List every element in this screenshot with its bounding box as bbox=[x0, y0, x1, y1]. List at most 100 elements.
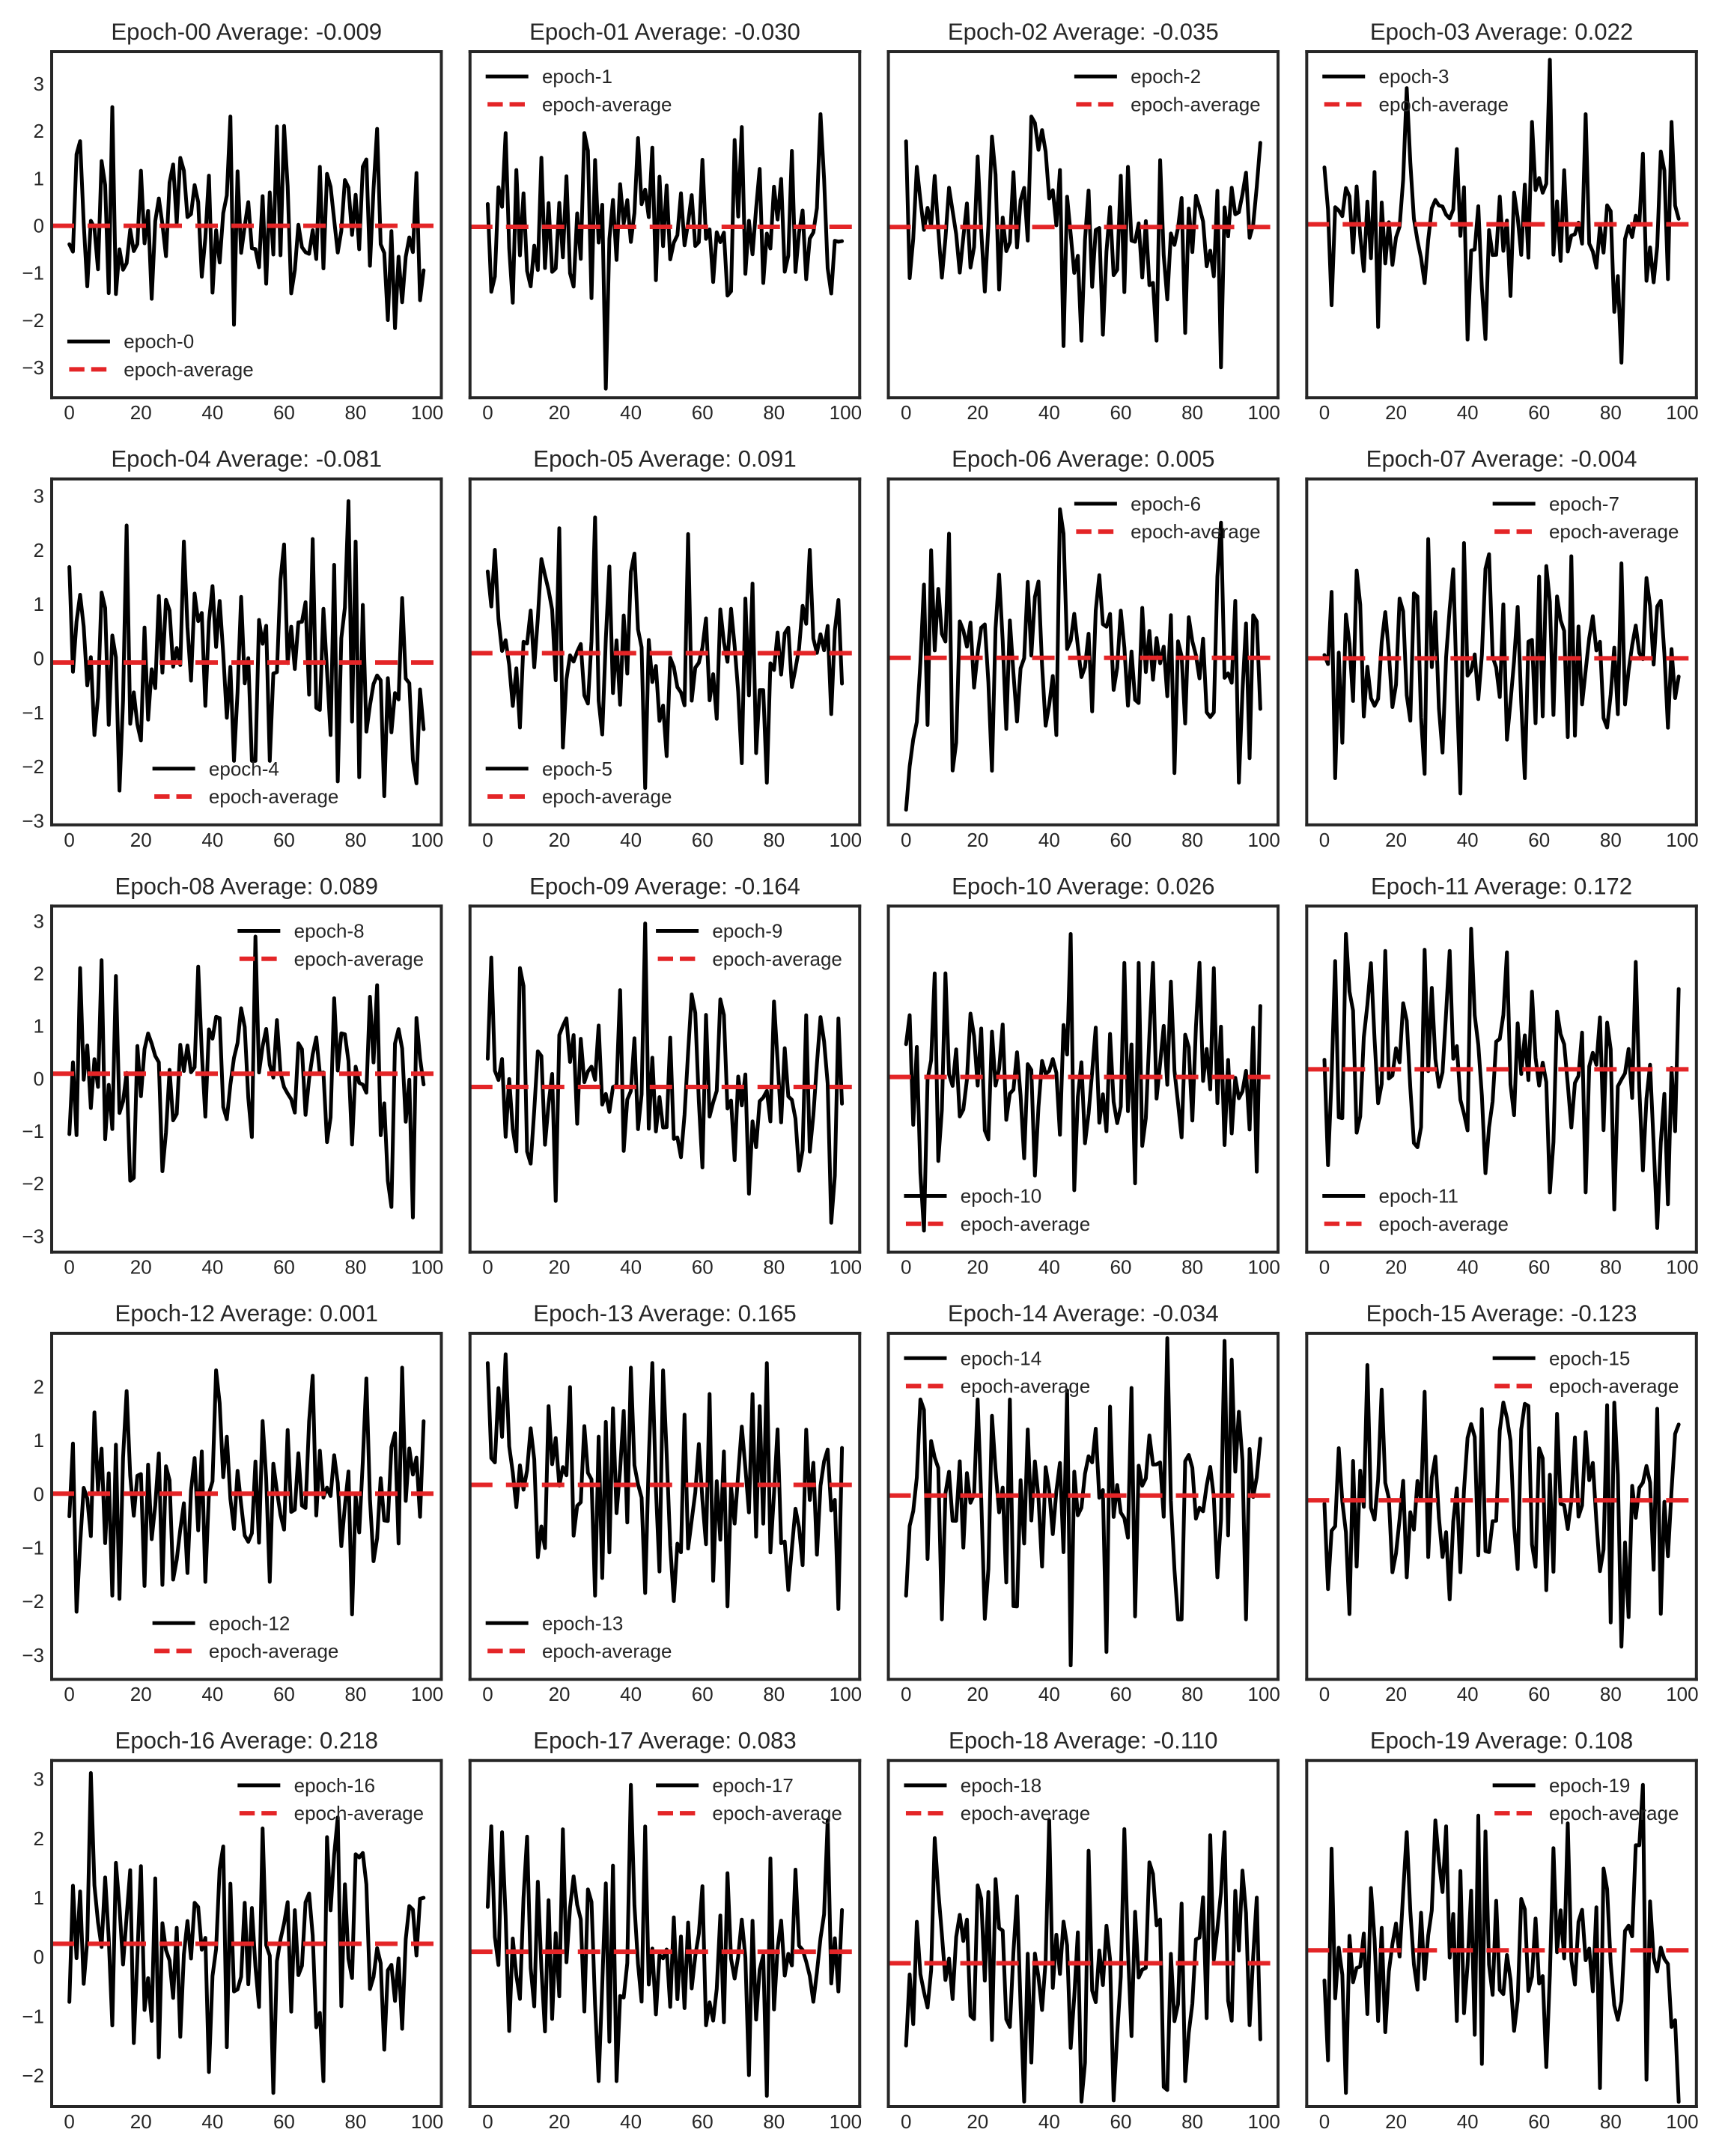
svg-text:Epoch-06 Average: 0.005: Epoch-06 Average: 0.005 bbox=[952, 446, 1214, 472]
svg-text:0: 0 bbox=[64, 1255, 74, 1278]
svg-text:100: 100 bbox=[1666, 2110, 1698, 2133]
svg-text:Epoch-05 Average: 0.091: Epoch-05 Average: 0.091 bbox=[533, 446, 796, 472]
svg-text:epoch-2: epoch-2 bbox=[1131, 65, 1201, 88]
svg-text:80: 80 bbox=[1181, 1683, 1203, 1705]
svg-text:−1: −1 bbox=[22, 262, 44, 284]
svg-text:60: 60 bbox=[273, 2110, 295, 2133]
svg-text:80: 80 bbox=[763, 1683, 785, 1705]
svg-text:80: 80 bbox=[1181, 401, 1203, 424]
svg-text:0: 0 bbox=[901, 1683, 911, 1705]
svg-text:20: 20 bbox=[967, 2110, 988, 2133]
svg-text:epoch-average: epoch-average bbox=[712, 948, 842, 970]
svg-text:60: 60 bbox=[273, 1683, 295, 1705]
svg-text:0: 0 bbox=[1319, 401, 1330, 424]
svg-text:epoch-5: epoch-5 bbox=[542, 758, 612, 780]
svg-text:100: 100 bbox=[830, 401, 862, 424]
svg-text:Epoch-03 Average: 0.022: Epoch-03 Average: 0.022 bbox=[1370, 19, 1633, 45]
svg-text:0: 0 bbox=[64, 401, 74, 424]
svg-text:80: 80 bbox=[1600, 1255, 1622, 1278]
svg-text:80: 80 bbox=[1600, 1683, 1622, 1705]
svg-text:epoch-15: epoch-15 bbox=[1549, 1347, 1630, 1369]
svg-text:epoch-average: epoch-average bbox=[961, 1213, 1090, 1235]
svg-text:epoch-8: epoch-8 bbox=[294, 920, 365, 943]
svg-text:100: 100 bbox=[411, 829, 443, 851]
svg-text:60: 60 bbox=[273, 829, 295, 851]
svg-text:1: 1 bbox=[34, 593, 44, 615]
svg-text:epoch-13: epoch-13 bbox=[542, 1612, 623, 1634]
svg-text:epoch-17: epoch-17 bbox=[712, 1774, 793, 1797]
svg-text:3: 3 bbox=[34, 1768, 44, 1791]
svg-text:epoch-4: epoch-4 bbox=[209, 758, 279, 780]
svg-text:80: 80 bbox=[1181, 2110, 1203, 2133]
svg-text:−2: −2 bbox=[22, 309, 44, 332]
svg-text:40: 40 bbox=[620, 829, 642, 851]
svg-text:0: 0 bbox=[34, 1946, 44, 1968]
svg-text:40: 40 bbox=[1457, 401, 1479, 424]
svg-text:20: 20 bbox=[1385, 401, 1407, 424]
svg-text:20: 20 bbox=[967, 829, 988, 851]
svg-text:0: 0 bbox=[901, 1255, 911, 1278]
svg-text:−1: −1 bbox=[22, 701, 44, 724]
svg-text:100: 100 bbox=[1247, 1255, 1280, 1278]
svg-text:epoch-average: epoch-average bbox=[209, 1640, 338, 1663]
svg-text:epoch-1: epoch-1 bbox=[542, 65, 612, 88]
svg-text:epoch-18: epoch-18 bbox=[961, 1774, 1041, 1797]
svg-text:−1: −1 bbox=[22, 1536, 44, 1559]
svg-text:Epoch-19 Average: 0.108: Epoch-19 Average: 0.108 bbox=[1370, 1728, 1633, 1754]
svg-text:epoch-14: epoch-14 bbox=[961, 1347, 1041, 1369]
svg-text:1: 1 bbox=[34, 167, 44, 189]
svg-text:80: 80 bbox=[763, 829, 785, 851]
svg-text:0: 0 bbox=[482, 1683, 493, 1705]
svg-text:100: 100 bbox=[411, 1255, 443, 1278]
svg-text:1: 1 bbox=[34, 1429, 44, 1452]
svg-text:epoch-average: epoch-average bbox=[542, 785, 672, 808]
svg-text:epoch-average: epoch-average bbox=[1131, 93, 1260, 115]
svg-text:60: 60 bbox=[692, 1683, 714, 1705]
svg-text:3: 3 bbox=[34, 910, 44, 932]
svg-text:60: 60 bbox=[692, 1255, 714, 1278]
svg-text:0: 0 bbox=[34, 214, 44, 237]
svg-text:40: 40 bbox=[1457, 1255, 1479, 1278]
svg-text:80: 80 bbox=[345, 1255, 367, 1278]
svg-text:Epoch-10 Average: 0.026: Epoch-10 Average: 0.026 bbox=[952, 873, 1214, 899]
svg-text:20: 20 bbox=[1385, 1683, 1407, 1705]
svg-text:0: 0 bbox=[1319, 1683, 1330, 1705]
svg-text:epoch-average: epoch-average bbox=[1549, 520, 1679, 543]
svg-text:Epoch-04 Average: -0.081: Epoch-04 Average: -0.081 bbox=[111, 446, 382, 472]
svg-text:40: 40 bbox=[201, 2110, 223, 2133]
svg-text:60: 60 bbox=[1110, 1255, 1132, 1278]
svg-text:−2: −2 bbox=[22, 2064, 44, 2086]
svg-text:40: 40 bbox=[1457, 829, 1479, 851]
svg-text:20: 20 bbox=[130, 2110, 152, 2133]
svg-text:0: 0 bbox=[1319, 1255, 1330, 1278]
svg-text:−3: −3 bbox=[22, 356, 44, 379]
svg-text:20: 20 bbox=[1385, 829, 1407, 851]
svg-text:20: 20 bbox=[967, 1683, 988, 1705]
svg-text:2: 2 bbox=[34, 539, 44, 561]
svg-text:epoch-average: epoch-average bbox=[1131, 520, 1260, 543]
svg-text:0: 0 bbox=[482, 2110, 493, 2133]
svg-text:40: 40 bbox=[620, 2110, 642, 2133]
svg-text:20: 20 bbox=[130, 1255, 152, 1278]
svg-text:Epoch-01 Average: -0.030: Epoch-01 Average: -0.030 bbox=[529, 19, 800, 45]
svg-text:2: 2 bbox=[34, 120, 44, 142]
svg-text:20: 20 bbox=[549, 1255, 571, 1278]
svg-text:0: 0 bbox=[64, 2110, 74, 2133]
svg-text:100: 100 bbox=[1247, 1683, 1280, 1705]
svg-text:80: 80 bbox=[345, 2110, 367, 2133]
svg-text:3: 3 bbox=[34, 485, 44, 508]
svg-text:40: 40 bbox=[1038, 401, 1060, 424]
svg-text:epoch-average: epoch-average bbox=[961, 1375, 1090, 1398]
svg-text:epoch-average: epoch-average bbox=[1379, 1213, 1509, 1235]
svg-text:100: 100 bbox=[411, 2110, 443, 2133]
svg-text:100: 100 bbox=[830, 1683, 862, 1705]
svg-text:80: 80 bbox=[345, 1683, 367, 1705]
svg-text:80: 80 bbox=[345, 401, 367, 424]
svg-text:20: 20 bbox=[130, 401, 152, 424]
svg-text:−1: −1 bbox=[22, 2005, 44, 2027]
svg-text:60: 60 bbox=[1110, 829, 1132, 851]
svg-text:100: 100 bbox=[1247, 2110, 1280, 2133]
svg-text:20: 20 bbox=[549, 1683, 571, 1705]
svg-text:100: 100 bbox=[411, 1683, 443, 1705]
svg-text:1: 1 bbox=[34, 1886, 44, 1909]
